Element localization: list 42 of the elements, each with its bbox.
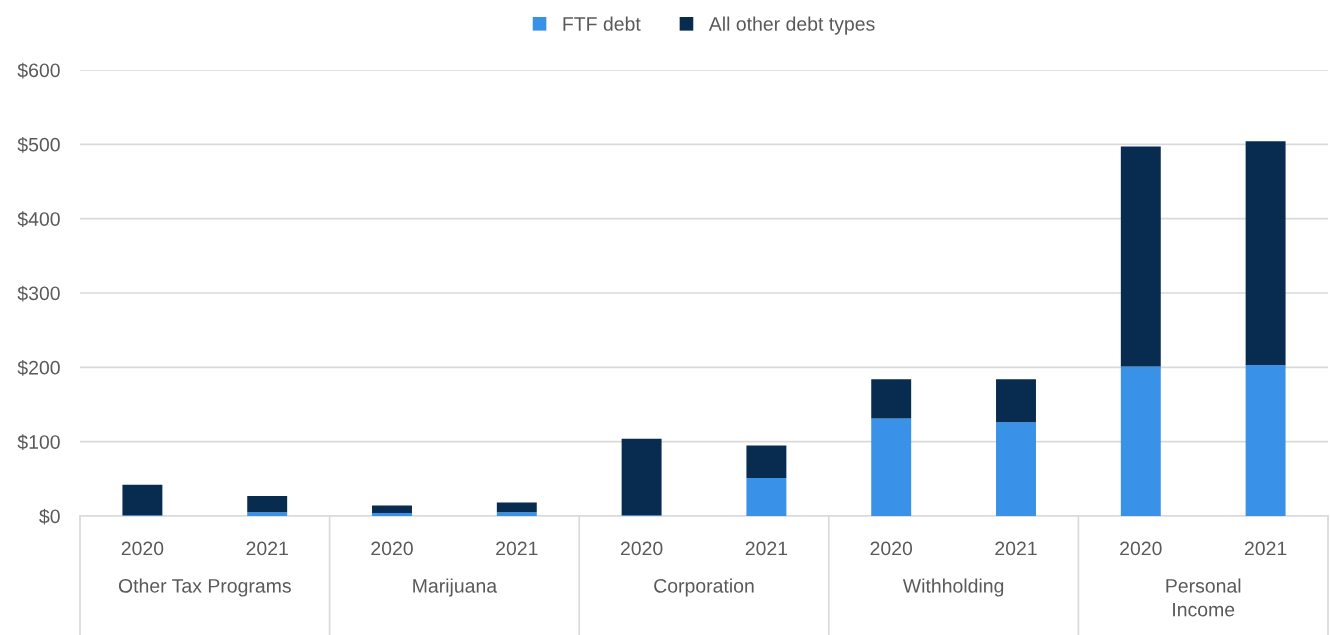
bar — [247, 495, 288, 513]
x-tick-label: 2021 — [995, 541, 1037, 556]
bar — [1245, 141, 1286, 366]
bar — [372, 505, 412, 514]
bar — [746, 445, 787, 479]
bar — [621, 438, 662, 516]
x-tick-label: 2020 — [121, 541, 164, 556]
bar — [1120, 366, 1161, 516]
bar — [871, 379, 912, 419]
legend-label: FTF debt — [563, 16, 641, 31]
x-tick-label: 2021 — [1244, 541, 1287, 556]
bar — [746, 478, 787, 516]
bar — [496, 512, 537, 516]
x-tick-label: 2020 — [870, 541, 913, 556]
text: Personal Income — [1166, 578, 1241, 617]
y-tick-label: $500 — [17, 136, 60, 153]
text: Marijuana — [413, 578, 498, 597]
text: Withholding — [902, 578, 1004, 597]
bar — [996, 379, 1036, 423]
bar — [247, 512, 288, 516]
bar — [122, 484, 163, 516]
x-tick-label: 2020 — [371, 541, 413, 556]
x-tick-label: 2021 — [246, 541, 288, 556]
text: Other Tax Programs — [118, 578, 291, 597]
bar — [496, 502, 537, 513]
bar — [372, 513, 412, 516]
y-tick-label: $0 — [39, 508, 60, 525]
text: Corporation — [654, 578, 754, 597]
y-tick-label: $100 — [17, 434, 60, 451]
y-tick-label: $300 — [17, 285, 60, 302]
bar — [996, 422, 1036, 516]
bar — [1245, 365, 1286, 516]
x-tick-label: 2021 — [496, 541, 538, 556]
bar — [871, 418, 912, 516]
legend-label: All other debt types — [708, 16, 875, 35]
bar — [1120, 146, 1161, 367]
y-tick-label: $200 — [17, 359, 60, 376]
x-tick-label: 2020 — [1120, 541, 1162, 556]
y-tick-label: $600 — [17, 62, 60, 79]
y-tick-label: $400 — [17, 211, 60, 228]
x-tick-label: 2020 — [620, 541, 663, 556]
x-tick-label: 2021 — [745, 541, 788, 556]
